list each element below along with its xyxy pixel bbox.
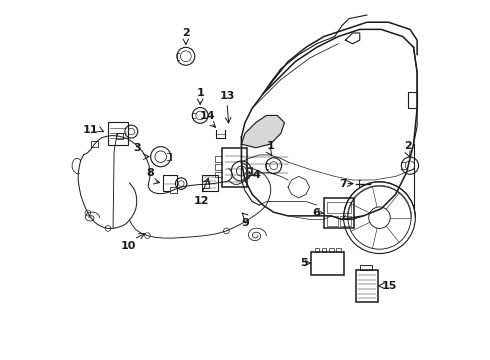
Text: 8: 8 [146,168,154,178]
Bar [202,181,209,188]
Bar [170,187,176,193]
Circle shape [85,210,91,216]
Text: 5: 5 [300,258,308,268]
Text: 12: 12 [194,196,209,206]
Polygon shape [242,116,285,148]
Bar [337,248,341,252]
Circle shape [145,233,150,238]
Bar [202,175,218,191]
Bar [91,141,98,147]
Text: 4: 4 [252,170,260,180]
Text: 1: 1 [266,141,274,151]
Text: 11: 11 [82,125,98,135]
Bar [356,270,378,302]
Bar [408,92,417,108]
Circle shape [105,226,111,231]
Text: 3: 3 [134,143,141,153]
Bar [116,133,122,139]
Text: 1: 1 [196,87,204,98]
Bar [221,148,247,187]
Bar [360,265,372,270]
Text: 2: 2 [404,141,412,151]
Text: 10: 10 [121,241,136,251]
Bar [311,252,343,275]
Bar [322,248,326,252]
Bar [329,248,334,252]
Bar [340,216,351,226]
Text: 15: 15 [381,281,396,291]
Text: 6: 6 [313,208,320,218]
Bar [327,216,338,226]
Text: 13: 13 [220,91,235,101]
Bar [324,198,354,228]
Text: 14: 14 [199,111,215,121]
Circle shape [223,228,229,234]
Bar [327,202,351,213]
Text: 2: 2 [182,28,190,39]
Text: 7: 7 [340,179,347,189]
Text: 9: 9 [241,218,249,228]
Bar [315,248,319,252]
